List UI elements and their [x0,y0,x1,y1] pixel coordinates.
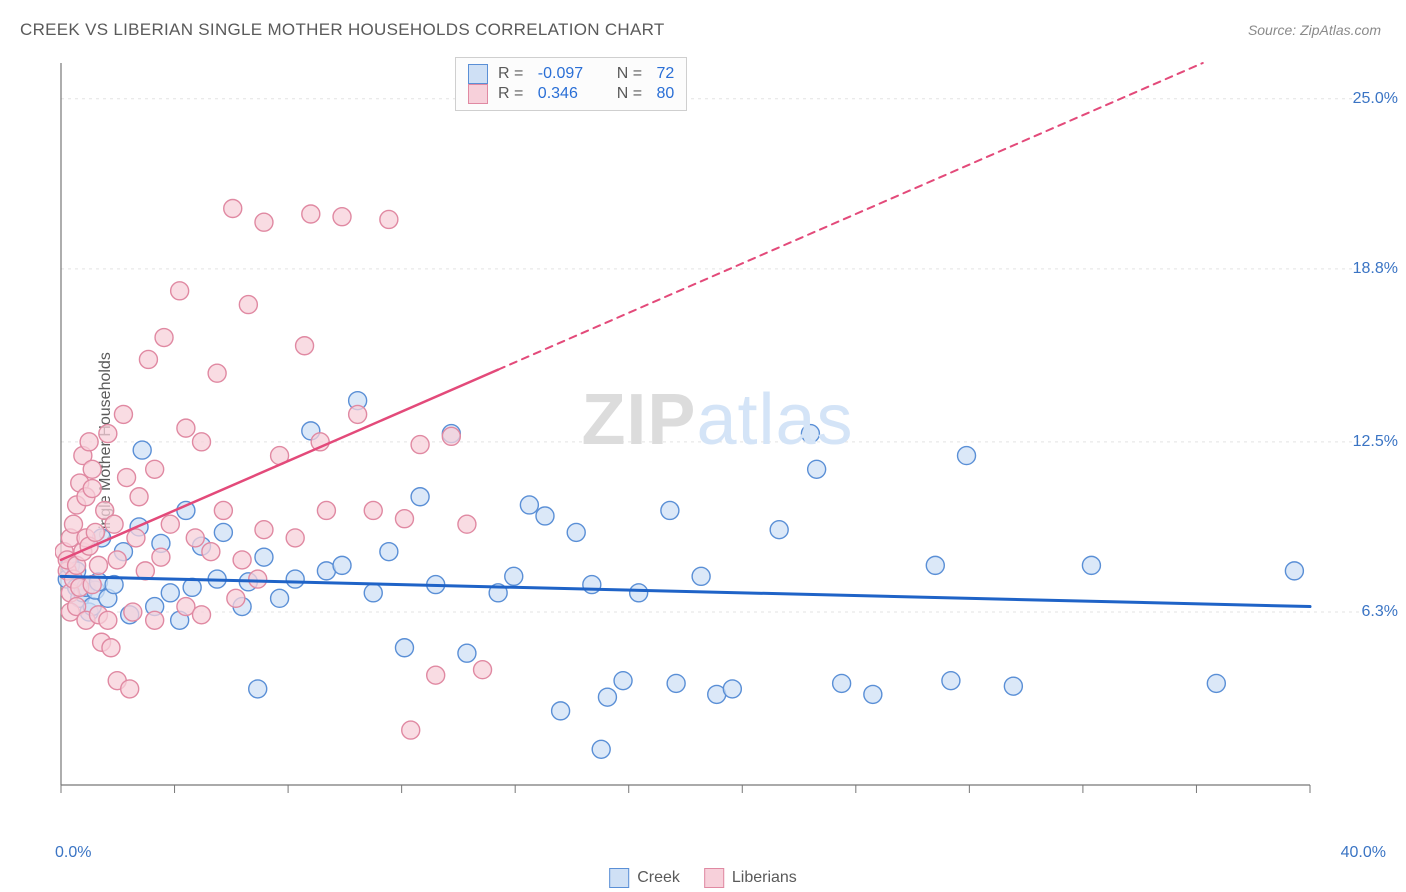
legend-swatch [468,64,488,84]
legend-swatch [704,868,724,888]
stats-n-value: 72 [656,65,674,83]
legend-swatch [609,868,629,888]
stats-legend: R = -0.097 N = 72R = 0.346 N = 80 [455,57,687,111]
stats-n-label: N = [608,85,647,103]
series-legend-label: Liberians [732,869,797,887]
chart-plot-area: ZIPatlas R = -0.097 N = 72R = 0.346 N = … [55,55,1380,815]
stats-n-value: 80 [656,85,674,103]
stats-r-label: R = [498,65,528,83]
y-tick-label: 18.8% [1353,260,1398,278]
series-legend: Creek Liberians [609,868,797,888]
stats-legend-row: R = 0.346 N = 80 [468,84,674,104]
y-tick-label: 12.5% [1353,433,1398,451]
y-tick-label: 25.0% [1353,90,1398,108]
series-legend-item: Liberians [704,868,797,888]
stats-n-label: N = [608,65,647,83]
legend-swatch [468,84,488,104]
series-legend-label: Creek [637,869,680,887]
chart-svg [55,55,1380,815]
series-liberians [55,199,491,739]
stats-r-value: 0.346 [538,85,598,103]
source-attribution: Source: ZipAtlas.com [1248,22,1381,38]
stats-r-value: -0.097 [538,65,598,83]
x-axis-max-label: 40.0% [1341,844,1386,862]
stats-legend-row: R = -0.097 N = 72 [468,64,674,84]
chart-title: CREEK VS LIBERIAN SINGLE MOTHER HOUSEHOL… [20,20,665,40]
series-creek [58,392,1303,759]
x-axis-min-label: 0.0% [55,844,91,862]
y-tick-label: 6.3% [1362,603,1398,621]
stats-r-label: R = [498,85,528,103]
series-legend-item: Creek [609,868,680,888]
